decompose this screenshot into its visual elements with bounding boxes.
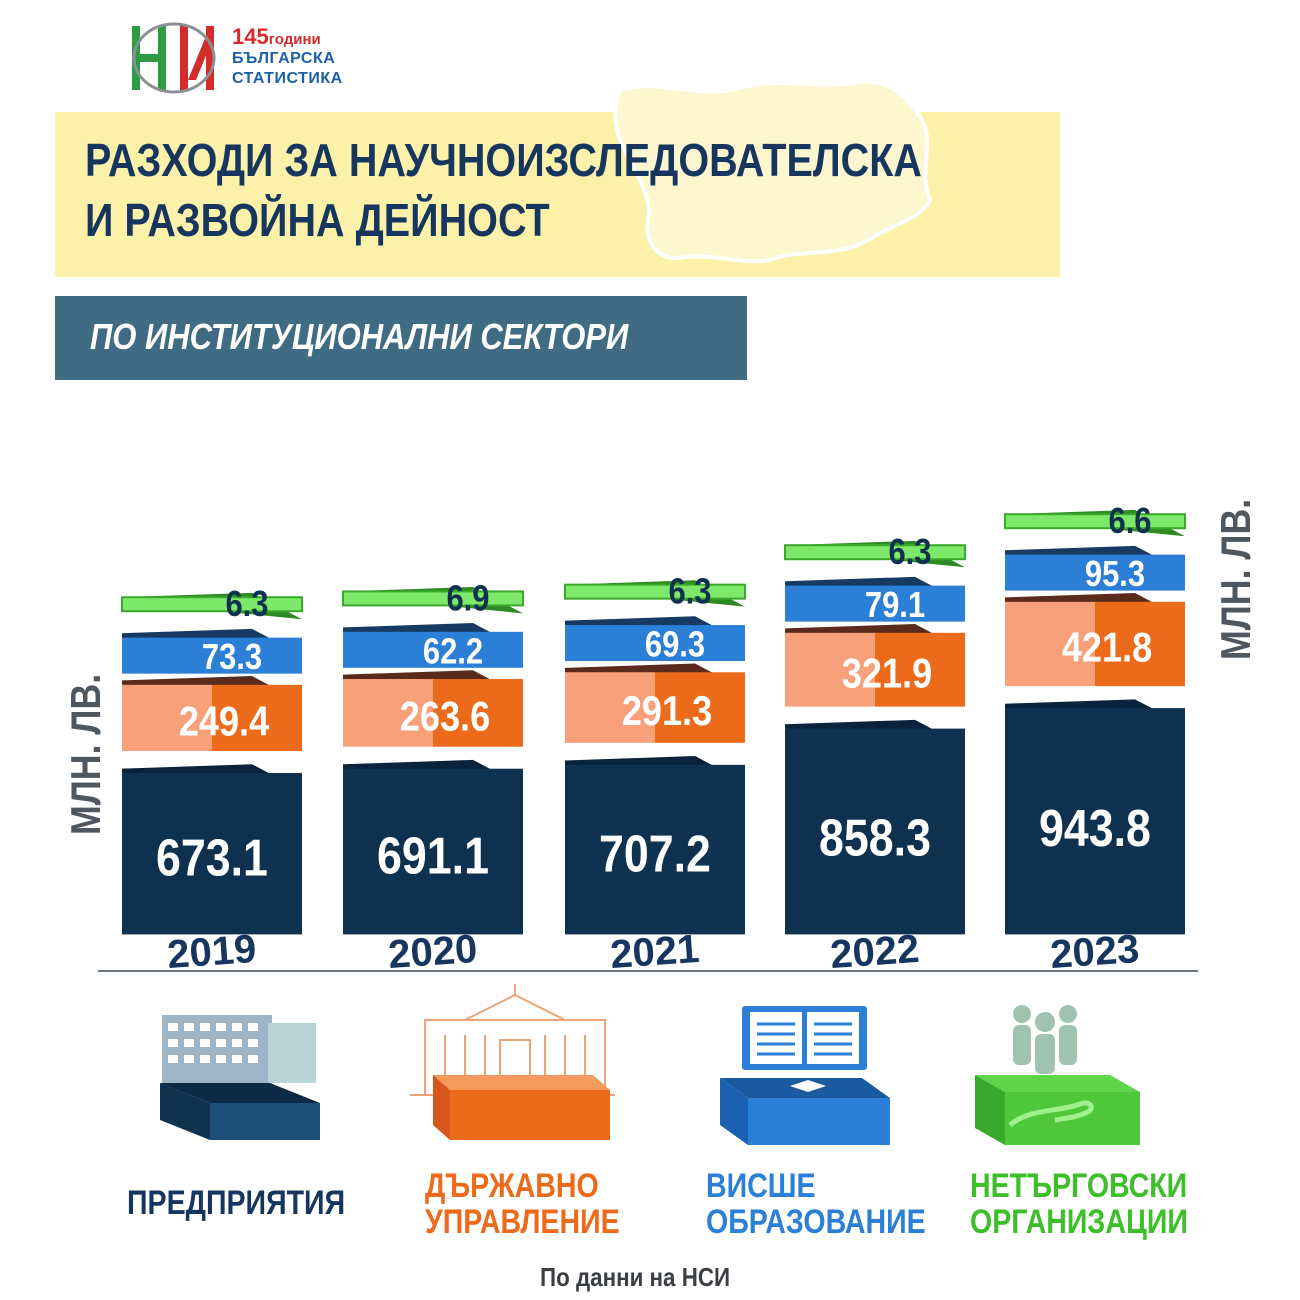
value-label-higher-education-2022: 79.1 xyxy=(865,586,925,626)
bar-segment-enterprises-2020 xyxy=(343,768,523,935)
value-label-higher-education-2019: 73.3 xyxy=(202,638,262,678)
bar-segment-higher-education-2023 xyxy=(1005,554,1185,591)
bar-segment-nonprofit-2021 xyxy=(564,583,746,600)
value-label-government-2020: 263.6 xyxy=(400,694,490,740)
legend-nonprofit-line1: НЕТЪРГОВСКИ xyxy=(970,1167,1188,1205)
value-label-government-2022: 321.9 xyxy=(842,651,932,697)
bar-segment-government-2019 xyxy=(122,684,302,752)
bar-segment-higher-education-2021 xyxy=(565,625,745,662)
logo-text-line3: СТАТИСТИКА xyxy=(232,70,343,87)
year-label-2020: 2020 xyxy=(387,927,479,977)
value-label-higher-education-2021: 69.3 xyxy=(645,626,705,666)
bar-segment-government-2021 xyxy=(565,672,745,743)
bar-segment-enterprises-2019 xyxy=(122,773,302,935)
divider-line xyxy=(98,970,1198,972)
office-building-icon xyxy=(160,1015,320,1140)
bar-segment-nonprofit-2020 xyxy=(342,590,524,607)
bar-segment-government-2022 xyxy=(785,632,965,707)
value-label-enterprises-2020: 691.1 xyxy=(377,827,489,885)
value-label-nonprofit-2022: 6.3 xyxy=(888,533,931,573)
legend-label-higher-education: ВИСШЕ ОБРАЗОВАНИЕ xyxy=(706,1168,926,1240)
subtitle-banner xyxy=(55,296,747,380)
parliament-building-icon xyxy=(410,984,615,1140)
legend-label-enterprises: ПРЕДПРИЯТИЯ xyxy=(127,1185,345,1221)
source-note: По данни на НСИ xyxy=(540,1262,731,1292)
people-hand-icon xyxy=(975,1005,1140,1145)
value-label-government-2021: 291.3 xyxy=(622,689,712,735)
legend-higher-education-line2: ОБРАЗОВАНИЕ xyxy=(706,1203,926,1241)
legend-enterprises-line1: ПРЕДПРИЯТИЯ xyxy=(127,1184,346,1222)
legend-label-government: ДЪРЖАВНО УПРАВЛЕНИЕ xyxy=(425,1168,620,1240)
year-label-2021: 2021 xyxy=(609,927,701,977)
value-label-government-2019: 249.4 xyxy=(179,699,270,745)
logo-years-number: 145 xyxy=(232,24,269,49)
value-label-enterprises-2022: 858.3 xyxy=(819,809,931,867)
logo-text-line2: БЪЛГАРСКА xyxy=(232,50,336,67)
stacked-bar-chart: 673.1 249.4 73.3 6.3 2019 691.1 263.6 62.2 6.9 20… xyxy=(121,502,1186,977)
bar-group-2019: 673.1 249.4 73.3 6.3 2019 xyxy=(121,585,303,977)
value-label-nonprofit-2021: 6.3 xyxy=(668,573,711,613)
nsi-logo: 145години БЪЛГАРСКА СТАТИСТИКА xyxy=(128,18,368,98)
subtitle: ПО ИНСТИТУЦИОНАЛНИ СЕКТОРИ xyxy=(90,316,629,357)
nsi-logo-icon xyxy=(132,22,216,94)
legend-government-line1: ДЪРЖАВНО xyxy=(425,1167,599,1205)
bar-segment-enterprises-2023 xyxy=(1005,708,1185,935)
value-label-higher-education-2020: 62.2 xyxy=(423,632,483,672)
value-label-nonprofit-2019: 6.3 xyxy=(225,585,268,625)
value-label-enterprises-2021: 707.2 xyxy=(599,826,711,884)
value-label-government-2023: 421.8 xyxy=(1062,625,1152,671)
open-book-icon xyxy=(720,1006,890,1145)
bar-segment-nonprofit-2019 xyxy=(121,596,303,613)
bar-segment-government-2020 xyxy=(343,679,523,747)
legend-higher-education-line1: ВИСШЕ xyxy=(706,1167,816,1205)
year-label-2022: 2022 xyxy=(829,927,921,977)
bar-segment-higher-education-2022 xyxy=(785,585,965,622)
year-label-2023: 2023 xyxy=(1049,927,1141,977)
title-line-1: РАЗХОДИ ЗА НАУЧНОИЗСЛЕДОВАТЕЛСКА xyxy=(85,134,922,186)
value-label-enterprises-2019: 673.1 xyxy=(156,829,268,887)
bulgaria-map-icon xyxy=(613,79,933,264)
bar-group-2020: 691.1 263.6 62.2 6.9 2020 xyxy=(342,579,524,977)
bar-segment-enterprises-2022 xyxy=(785,728,965,935)
page-title: РАЗХОДИ ЗА НАУЧНОИЗСЛЕДОВАТЕЛСКА И РАЗВО… xyxy=(85,130,922,250)
bar-group-2023: 943.8 421.8 95.3 6.6 2023 xyxy=(1004,502,1186,977)
bar-group-2022: 858.3 321.9 79.1 6.3 2022 xyxy=(784,533,966,977)
bar-segment-enterprises-2021 xyxy=(565,764,745,935)
bar-segment-higher-education-2020 xyxy=(343,631,523,668)
value-label-nonprofit-2020: 6.9 xyxy=(446,579,489,619)
logo-years-word: години xyxy=(268,31,321,48)
legend-government-line2: УПРАВЛЕНИЕ xyxy=(425,1203,620,1241)
bar-segment-government-2023 xyxy=(1005,601,1185,687)
bar-segment-higher-education-2019 xyxy=(122,637,302,674)
title-line-2: И РАЗВОЙНА ДЕЙНОСТ xyxy=(85,194,550,246)
value-label-higher-education-2023: 95.3 xyxy=(1085,555,1145,595)
bar-segment-nonprofit-2023 xyxy=(1004,513,1186,530)
year-label-2019: 2019 xyxy=(166,927,258,977)
value-label-enterprises-2023: 943.8 xyxy=(1039,800,1151,858)
value-label-nonprofit-2023: 6.6 xyxy=(1108,502,1151,542)
legend-label-nonprofit: НЕТЪРГОВСКИ ОРГАНИЗАЦИИ xyxy=(970,1168,1188,1240)
legend-nonprofit-line2: ОРГАНИЗАЦИИ xyxy=(970,1203,1188,1241)
bar-segment-nonprofit-2022 xyxy=(784,544,966,561)
bar-group-2021: 707.2 291.3 69.3 6.3 2021 xyxy=(564,573,746,977)
